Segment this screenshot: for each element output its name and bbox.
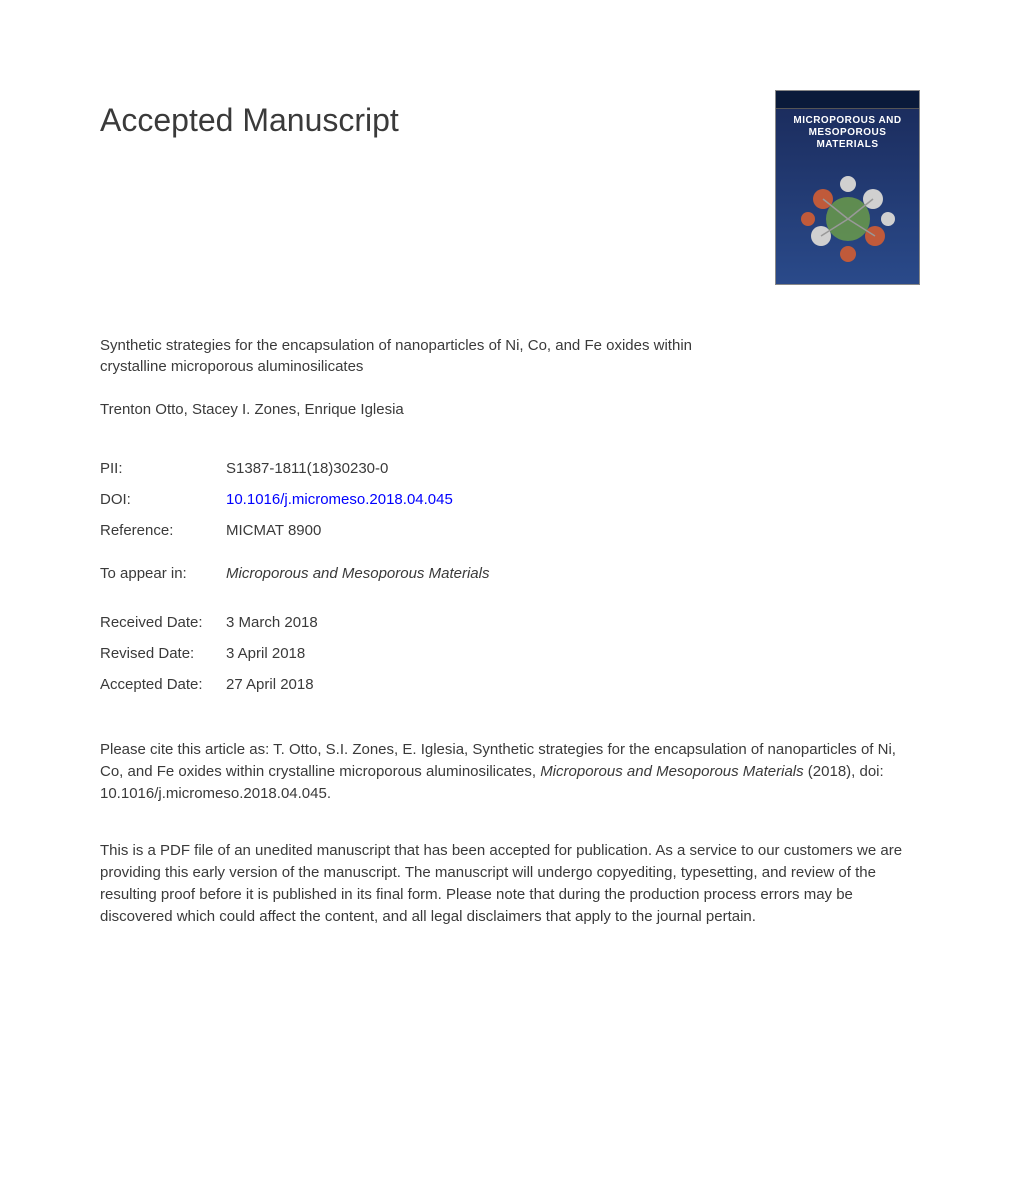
doi-row: DOI: 10.1016/j.micromeso.2018.04.045: [100, 489, 920, 510]
reference-row: Reference: MICMAT 8900: [100, 520, 920, 541]
cover-title-line1: MICROPOROUS AND: [793, 115, 901, 126]
to-appear-label: To appear in:: [100, 563, 226, 584]
article-title: Synthetic strategies for the encapsulati…: [100, 335, 720, 377]
doi-value[interactable]: 10.1016/j.micromeso.2018.04.045: [226, 489, 920, 510]
cover-top-bar: [776, 91, 919, 109]
revised-label: Revised Date:: [100, 643, 226, 664]
cover-title-line2: MESOPOROUS MATERIALS: [809, 127, 887, 150]
journal-cover-thumbnail: MICROPOROUS AND MESOPOROUS MATERIALS: [775, 90, 920, 285]
received-label: Received Date:: [100, 612, 226, 633]
revised-value: 3 April 2018: [226, 643, 920, 664]
cover-title: MICROPOROUS AND MESOPOROUS MATERIALS: [776, 109, 919, 157]
received-row: Received Date: 3 March 2018: [100, 612, 920, 633]
citation-journal: Microporous and Mesoporous Materials: [540, 763, 803, 780]
article-authors: Trenton Otto, Stacey I. Zones, Enrique I…: [100, 399, 920, 420]
metadata-table: PII: S1387-1811(18)30230-0 DOI: 10.1016/…: [100, 458, 920, 541]
citation-block: Please cite this article as: T. Otto, S.…: [100, 739, 920, 804]
received-value: 3 March 2018: [226, 612, 920, 633]
accepted-value: 27 April 2018: [226, 674, 920, 695]
header-row: Accepted Manuscript MICROPOROUS AND MESO…: [100, 90, 920, 285]
reference-value: MICMAT 8900: [226, 520, 920, 541]
disclaimer-text: This is a PDF file of an unedited manusc…: [100, 840, 920, 927]
accepted-label: Accepted Date:: [100, 674, 226, 695]
doi-link[interactable]: 10.1016/j.micromeso.2018.04.045: [226, 491, 453, 508]
pii-row: PII: S1387-1811(18)30230-0: [100, 458, 920, 479]
cover-molecule-graphic: [793, 164, 903, 274]
reference-label: Reference:: [100, 520, 226, 541]
dates-table: Received Date: 3 March 2018 Revised Date…: [100, 612, 920, 695]
pii-label: PII:: [100, 458, 226, 479]
revised-row: Revised Date: 3 April 2018: [100, 643, 920, 664]
to-appear-value: Microporous and Mesoporous Materials: [226, 563, 920, 584]
page-heading: Accepted Manuscript: [100, 98, 399, 143]
accepted-row: Accepted Date: 27 April 2018: [100, 674, 920, 695]
to-appear-row: To appear in: Microporous and Mesoporous…: [100, 563, 920, 584]
doi-label: DOI:: [100, 489, 226, 510]
pii-value: S1387-1811(18)30230-0: [226, 458, 920, 479]
